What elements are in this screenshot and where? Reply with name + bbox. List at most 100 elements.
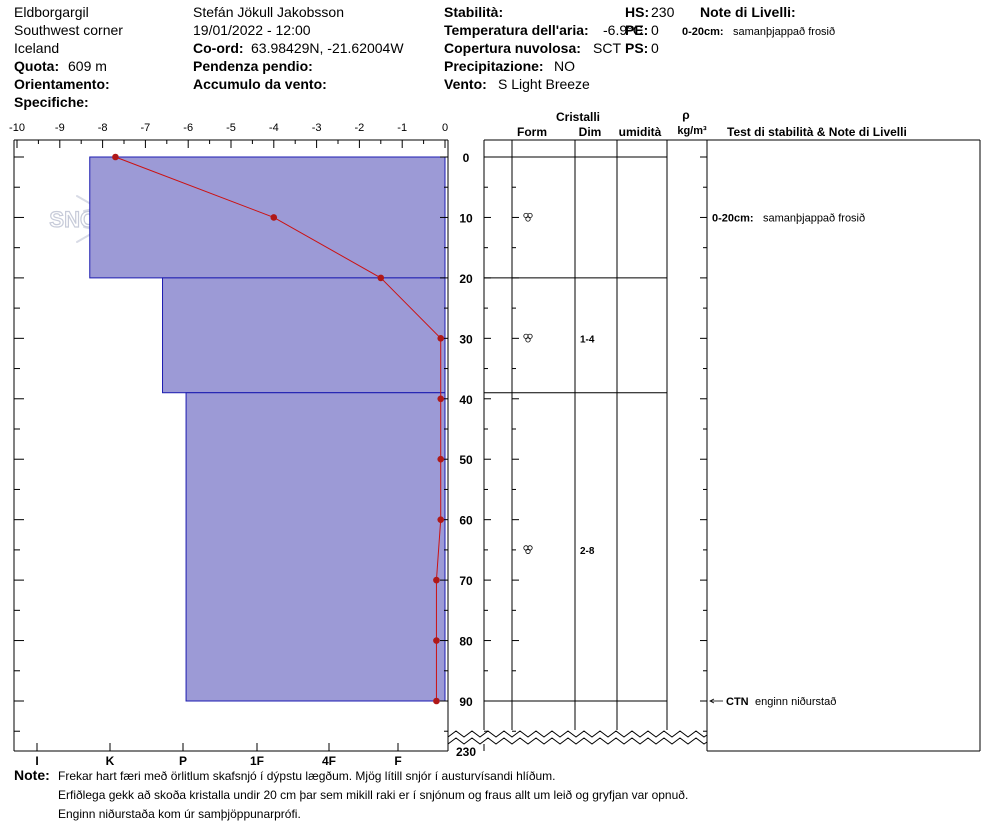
hardness-layers bbox=[89, 156, 446, 702]
depth-break-zigzag bbox=[447, 730, 708, 745]
notes-line-2: Erfiðlega gekk að skoða kristalla undir … bbox=[58, 788, 689, 802]
temp-tick-label: -10 bbox=[9, 122, 25, 134]
crystals-header: Cristalli bbox=[556, 110, 600, 124]
depth-tick-label: 20 bbox=[459, 272, 473, 286]
observation-datetime: 19/01/2022 - 12:00 bbox=[193, 22, 311, 38]
layer-table-frame bbox=[483, 139, 981, 752]
depth-tick-label: 80 bbox=[459, 635, 473, 649]
temp-tick-label: -6 bbox=[183, 122, 193, 134]
temp-tick-label: 0 bbox=[442, 122, 448, 134]
wind-value: S Light Breeze bbox=[498, 76, 590, 92]
depth-tick-label: 30 bbox=[459, 332, 473, 346]
elevation-value: 609 m bbox=[68, 58, 107, 74]
layer-notes-label: Note di Livelli: bbox=[700, 4, 796, 20]
ps-value: 0 bbox=[651, 40, 659, 56]
hardness-tick-label: K bbox=[106, 754, 115, 768]
rounded-grain-icon bbox=[523, 333, 533, 343]
elevation-label: Quota: bbox=[14, 58, 60, 74]
precip-label: Precipitazione: bbox=[444, 58, 544, 74]
ps-label: PS: bbox=[625, 40, 649, 56]
test-range: CTN bbox=[726, 696, 749, 708]
hardness-tick-label: F bbox=[394, 754, 401, 768]
notes-line-1: Frekar hart færi með örlitlum skafsnjó í… bbox=[58, 769, 556, 783]
test-range: 0-20cm: bbox=[712, 212, 754, 224]
hardness-tick-label: P bbox=[179, 754, 187, 768]
density-unit-header: kg/m³ bbox=[677, 125, 707, 137]
temp-tick-label: -5 bbox=[226, 122, 236, 134]
notes-line-3: Enginn niðurstaða kom úr samþjöppunarpró… bbox=[58, 807, 301, 821]
sky-value: SCT bbox=[593, 40, 621, 56]
location-name: Eldborgargil bbox=[14, 4, 89, 20]
depth-tick-label: 90 bbox=[459, 695, 473, 709]
coord-label: Co-ord: bbox=[193, 40, 244, 56]
temp-point bbox=[437, 335, 445, 342]
temperature-profile-line bbox=[115, 156, 442, 701]
crystal-size: 1-4 bbox=[580, 334, 595, 345]
depth-tick-label: 50 bbox=[459, 453, 473, 467]
test-text: samanþjappað frosið bbox=[763, 212, 865, 224]
temp-point bbox=[437, 395, 445, 403]
temp-tick-label: -1 bbox=[397, 122, 407, 134]
rounded-grain-icon bbox=[523, 212, 533, 222]
temp-tick-label: -2 bbox=[355, 122, 365, 134]
temp-point bbox=[433, 576, 440, 584]
layer-bar-1 bbox=[89, 156, 446, 279]
hardness-tick-label: 1F bbox=[250, 754, 264, 768]
stability-label: Stabilità: bbox=[444, 4, 504, 20]
depth-tick-label: 60 bbox=[459, 514, 473, 528]
temp-point bbox=[433, 637, 440, 644]
depth-tick-label: 40 bbox=[459, 393, 473, 407]
coord-value: 63.98429N, -21.62004W bbox=[251, 40, 404, 56]
aspect-label: Orientamento: bbox=[14, 76, 110, 92]
rounded-grain-icon bbox=[523, 545, 533, 554]
layer-note-text: samanþjappað frosið bbox=[733, 26, 836, 38]
wind-label: Vento: bbox=[444, 76, 487, 92]
temp-tick-label: -9 bbox=[55, 122, 65, 134]
crystal-size: 2-8 bbox=[580, 546, 595, 557]
sky-label: Copertura nuvolosa: bbox=[444, 40, 581, 56]
notes-label: Note: bbox=[14, 767, 50, 783]
test-text: enginn niðurstað bbox=[755, 696, 836, 708]
wind-loading-label: Accumulo da vento: bbox=[193, 76, 327, 92]
layer-bar-3 bbox=[185, 392, 446, 702]
depth-axis: 0 10 20 30 40 50 60 70 80 90 230 bbox=[456, 151, 476, 759]
hardness-tick-label: 4F bbox=[322, 754, 336, 768]
hardness-tick-label: I bbox=[35, 754, 38, 768]
layer-table-rows bbox=[484, 156, 667, 702]
precip-value: NO bbox=[554, 58, 575, 74]
temp-tick-label: -3 bbox=[312, 122, 322, 134]
depth-tick-label: 70 bbox=[459, 574, 473, 588]
moisture-header: umidità bbox=[619, 125, 662, 139]
temp-tick-label: -7 bbox=[141, 122, 151, 134]
size-header: Dim bbox=[579, 125, 602, 139]
air-temp-label: Temperatura dell'aria: bbox=[444, 22, 589, 38]
crystal-rows: 1-4 2-8 bbox=[523, 212, 595, 557]
temperature-axis: -10 -9 -8 -7 -6 -5 -4 -3 -2 -1 0 bbox=[9, 122, 448, 134]
form-header: Form bbox=[517, 125, 547, 139]
temp-point bbox=[433, 697, 440, 705]
country-name: Iceland bbox=[14, 40, 60, 56]
hardness-axis: I K P 1F 4F F bbox=[35, 754, 401, 768]
temp-tick-label: -4 bbox=[269, 122, 279, 134]
depth-tick-label: 0 bbox=[463, 151, 470, 165]
hs-label: HS: bbox=[625, 4, 650, 20]
temperature-points bbox=[112, 153, 445, 705]
temp-point bbox=[270, 214, 278, 221]
layer-bar-2 bbox=[162, 277, 446, 394]
observer-name: Stefán Jökull Jakobsson bbox=[193, 4, 344, 20]
pen-value: 0 bbox=[651, 22, 659, 38]
slope-label: Pendenza pendio: bbox=[193, 58, 313, 74]
region-name: Southwest corner bbox=[14, 22, 123, 38]
total-depth-label: 230 bbox=[456, 745, 476, 759]
layer-note-range: 0-20cm: bbox=[682, 26, 724, 38]
temp-point bbox=[112, 153, 119, 161]
test-pointer-arrow bbox=[709, 698, 715, 704]
pen-label: PE: bbox=[625, 22, 649, 38]
specifics-label: Specifiche: bbox=[14, 94, 89, 110]
rho-header: ρ bbox=[682, 108, 689, 122]
tests-notes-header: Test di stabilità & Note di Livelli bbox=[727, 125, 907, 139]
test-results: 0-20cm: samanþjappað frosið CTN enginn niðu… bbox=[709, 212, 865, 708]
temp-tick-label: -8 bbox=[98, 122, 108, 134]
depth-tick-label: 10 bbox=[459, 211, 473, 225]
